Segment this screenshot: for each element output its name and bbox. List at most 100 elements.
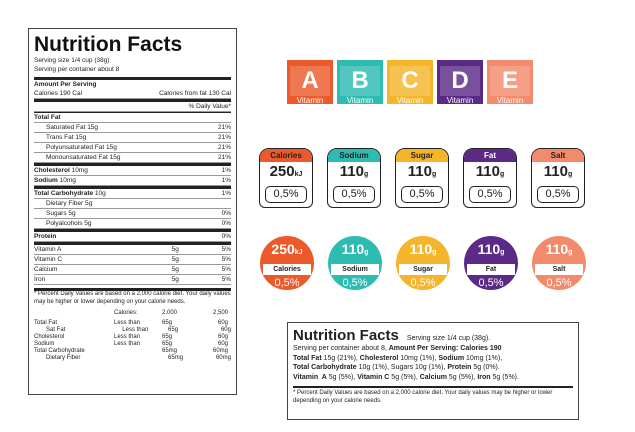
dv-header-row: % Daily Value* — [34, 99, 231, 112]
circle-percent: 0,5% — [546, 277, 572, 289]
compact-text: 5g (5%). — [490, 373, 519, 381]
compact-text: Total Carbohydrate — [293, 364, 357, 371]
vitamin-letter: B — [340, 66, 380, 96]
nutrient-label: Vitamin C — [34, 255, 172, 264]
unit: g — [364, 249, 369, 256]
nutrient-badge: Fat 110g 0,5% — [463, 148, 517, 208]
nutrient-row: Calcium 5g 5% — [34, 265, 231, 275]
nutrient-badge: Sugar 110g 0,5% — [395, 148, 449, 208]
nutrient-circle: 110g Fat 0,5% — [464, 236, 518, 290]
nutrient-row: Total Fat — [34, 112, 231, 123]
nutrient-name: Protein — [34, 233, 57, 240]
unit: g — [363, 171, 369, 178]
daily-value-header: % Daily Value* — [188, 103, 231, 110]
nutrient-percent: 0% — [221, 233, 231, 240]
nutrient-badge: Sodium 110g 0,5% — [327, 148, 381, 208]
compact-label: Nutrition Facts Serving size 1/4 cup (38g… — [287, 322, 579, 420]
nutrient-percent: 21% — [217, 154, 231, 161]
dv-2000: 65mg — [168, 355, 184, 361]
vitamin-tile: D Vitamin — [437, 60, 483, 105]
nutrient-circle: 110g Salt 0,5% — [532, 236, 586, 290]
circle-name: Salt — [535, 264, 583, 275]
badge-name: Fat — [464, 149, 516, 162]
dv-2000: 65g — [162, 320, 173, 326]
compact-text: 15g (21%), — [321, 354, 360, 362]
value: 110 — [545, 241, 569, 257]
nutrient-row: Protein 0% — [34, 229, 231, 242]
circle-value: 250kJ — [260, 238, 314, 264]
compact-line: Total Fat 15g (21%), Cholesterol 10mg (1… — [293, 354, 573, 364]
label-title: Nutrition Facts — [34, 33, 183, 56]
compact-text: Vitamin C — [357, 373, 390, 381]
nutrient-label: Dietary Fiber 5g — [34, 199, 231, 208]
compact-footnote: * Percent Daily Values are based on a 2,… — [293, 386, 573, 405]
nutrient-circle: 250kJ Calories 0,5% — [260, 236, 314, 290]
nutrient-name: Dietary Fiber 5g — [46, 200, 93, 207]
compact-text: Cholesterol — [359, 354, 399, 362]
nutrient-label: Calcium — [34, 265, 172, 274]
nutrient-name: Total Fat — [34, 114, 61, 121]
nutrient-amount: 5g — [171, 266, 179, 273]
nutrient-row: Sugars 5g 0% — [34, 209, 231, 219]
nutrient-name: Iron — [34, 276, 46, 283]
vitamin-label: Vitamin — [496, 96, 524, 105]
circle-name: Calories — [263, 264, 311, 275]
nutrient-row: Polyalcohols 5g 0% — [34, 219, 231, 229]
nutrient-row: Cholesterol 10mg 1% — [34, 163, 231, 176]
circle-percent: 0,5% — [342, 277, 368, 289]
nutrient-badge: Salt 110g 0,5% — [531, 148, 585, 208]
value: 110 — [543, 163, 568, 180]
nutrient-label: Polyalcohols 5g — [34, 219, 222, 228]
compact-text: Amount Per Serving: Calories 190 — [388, 345, 502, 352]
nutrient-percent: 21% — [217, 134, 231, 141]
badge-value: 110g — [396, 162, 448, 184]
nutrient-name: Polyalcohols 5g — [46, 220, 92, 227]
circle-value: 110g — [532, 238, 586, 264]
dv-label: Dietary Fiber — [46, 355, 81, 361]
nutrient-label: Sugars 5g — [34, 209, 222, 218]
nutrient-percent: 5% — [221, 256, 231, 263]
compact-title: Nutrition Facts — [293, 327, 399, 344]
nutrient-label: Protein — [34, 232, 222, 241]
nutrient-name: Vitamin C — [34, 256, 63, 263]
circle-name: Fat — [467, 264, 515, 275]
nutrient-row: Monounsaturated Fat 15g 21% — [34, 153, 231, 163]
dv-label: Cholesterol — [34, 334, 65, 340]
vitamin-label: Vitamin — [396, 96, 424, 105]
nutrient-label: Sodium 10mg — [34, 176, 222, 185]
circle-percent: 0,5% — [478, 277, 504, 289]
nutrient-row: Trans Fat 15g 21% — [34, 133, 231, 143]
nutrition-label: Nutrition Facts Serving size 1/4 cup (38g… — [28, 28, 237, 395]
unit: g — [500, 249, 505, 256]
badge-value: 110g — [464, 162, 516, 184]
nutrient-name: Calcium — [34, 266, 58, 273]
vitamin-label: Vitamin — [296, 96, 324, 105]
badge-value: 250kJ — [260, 162, 312, 184]
compact-text: 5g (5%), — [326, 373, 358, 381]
vitamin-label: Vitamin — [346, 96, 374, 105]
nutrient-circle: 110g Sugar 0,5% — [396, 236, 450, 290]
value: 110 — [407, 163, 432, 180]
vitamin-label: Vitamin — [446, 96, 474, 105]
dv-table-row: Total Fat Less than 65g 60g — [34, 320, 231, 327]
dv-label: Sodium — [34, 341, 55, 347]
nutrient-percent: 5% — [221, 246, 231, 253]
nutrient-name: Cholesterol — [34, 167, 70, 174]
dv-2000: 65g — [162, 341, 173, 347]
nutrient-label: Total Carbohydrate 10g — [34, 189, 222, 198]
dv-table-row: Dietary Fiber 65mg 60mg — [34, 355, 231, 362]
unit: g — [567, 171, 573, 178]
compact-text: 5g (0%). — [471, 364, 500, 371]
nutrient-row: Vitamin C 5g 5% — [34, 255, 231, 265]
nutrient-circle: 110g Sodium 0,5% — [328, 236, 382, 290]
nutrient-amount: 5g — [171, 246, 179, 253]
dv-limit: Less than — [114, 334, 141, 340]
nutrient-name: Sugars 5g — [46, 210, 76, 217]
dv-2000: 65g — [168, 327, 179, 333]
nutrient-label: Cholesterol 10mg — [34, 166, 222, 175]
servings: Serving per container about 8 — [34, 66, 120, 73]
dv-2000: 2,000 — [162, 310, 178, 316]
spacer — [34, 102, 188, 111]
nutrient-amount: 10mg — [59, 177, 76, 184]
value: 110 — [475, 163, 500, 180]
